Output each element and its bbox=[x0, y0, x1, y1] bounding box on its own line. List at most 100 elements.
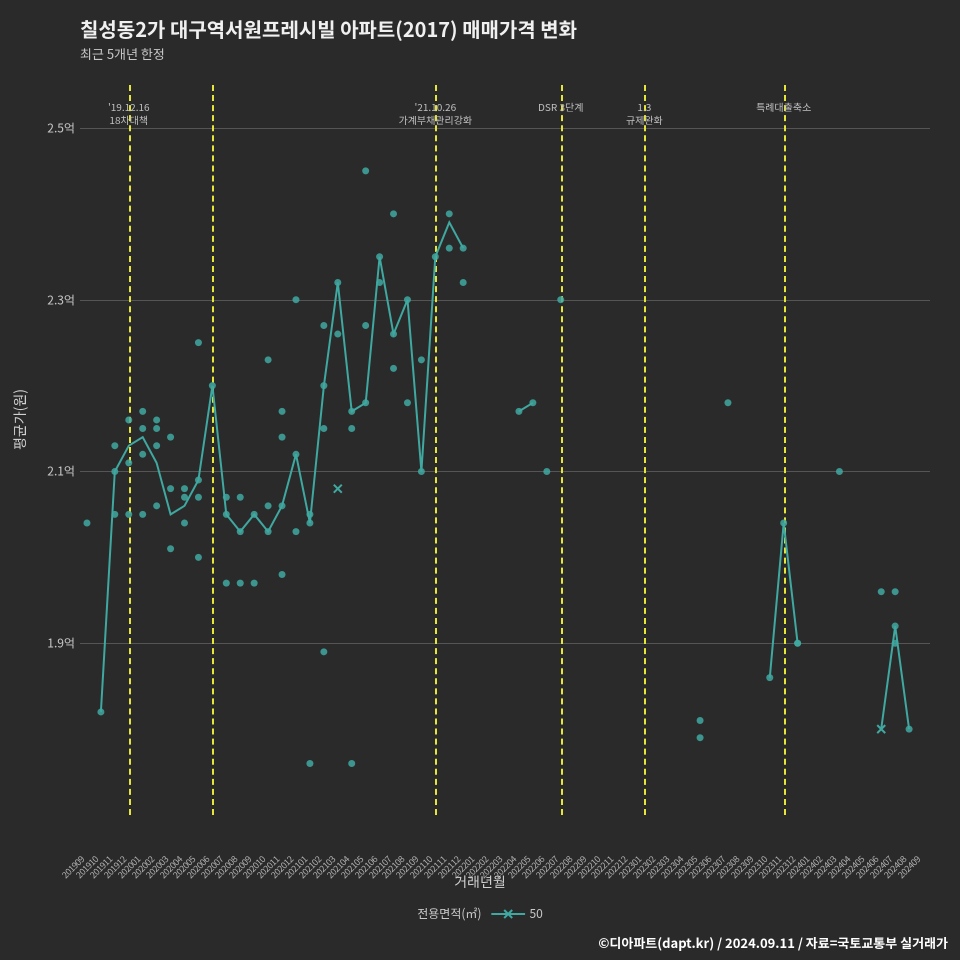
scatter-point bbox=[167, 545, 174, 552]
scatter-point bbox=[237, 494, 244, 501]
scatter-point bbox=[766, 674, 773, 681]
scatter-point bbox=[515, 408, 522, 415]
scatter-point bbox=[195, 494, 202, 501]
legend-title: 전용면적(㎡) bbox=[417, 905, 481, 922]
scatter-point bbox=[111, 468, 118, 475]
scatter-point bbox=[251, 580, 258, 587]
scatter-point bbox=[334, 279, 341, 286]
legend: 전용면적(㎡) 50 bbox=[417, 905, 543, 922]
scatter-point bbox=[279, 502, 286, 509]
scatter-point bbox=[892, 640, 899, 647]
scatter-point bbox=[153, 416, 160, 423]
scatter-point bbox=[543, 468, 550, 475]
scatter-point bbox=[529, 399, 536, 406]
scatter-point bbox=[404, 399, 411, 406]
scatter-point bbox=[362, 399, 369, 406]
scatter-point bbox=[167, 434, 174, 441]
scatter-point bbox=[794, 640, 801, 647]
scatter-point bbox=[390, 331, 397, 338]
scatter-point bbox=[111, 511, 118, 518]
scatter-point bbox=[167, 485, 174, 492]
y-tick-label: 2.1억 bbox=[47, 463, 75, 480]
scatter-point bbox=[697, 717, 704, 724]
y-tick-label: 1.9억 bbox=[47, 635, 75, 652]
scatter-point bbox=[83, 520, 90, 527]
scatter-point bbox=[153, 425, 160, 432]
y-tick-label: 2.3억 bbox=[47, 291, 75, 308]
scatter-point bbox=[836, 468, 843, 475]
scatter-point bbox=[390, 365, 397, 372]
legend-series-marker: 50 bbox=[491, 905, 542, 922]
scatter-point bbox=[181, 494, 188, 501]
scatter-point-x bbox=[334, 485, 342, 493]
scatter-point bbox=[125, 511, 132, 518]
scatter-point bbox=[181, 520, 188, 527]
scatter-point bbox=[460, 279, 467, 286]
scatter-point bbox=[362, 167, 369, 174]
scatter-point bbox=[125, 416, 132, 423]
scatter-point bbox=[292, 528, 299, 535]
scatter-point bbox=[404, 296, 411, 303]
scatter-point bbox=[265, 528, 272, 535]
scatter-point bbox=[320, 382, 327, 389]
scatter-point bbox=[265, 356, 272, 363]
scatter-point bbox=[125, 459, 132, 466]
scatter-point bbox=[348, 425, 355, 432]
scatter-point bbox=[223, 511, 230, 518]
scatter-point bbox=[181, 485, 188, 492]
scatter-point bbox=[279, 571, 286, 578]
scatter-point bbox=[279, 434, 286, 441]
scatter-point bbox=[306, 520, 313, 527]
scatter-point bbox=[320, 425, 327, 432]
chart-title: 칠성동2가 대구역서원프레시빌 아파트(2017) 매매가격 변화 bbox=[80, 14, 577, 43]
scatter-point bbox=[557, 296, 564, 303]
scatter-point bbox=[460, 245, 467, 252]
y-tick-label: 2.5억 bbox=[47, 119, 75, 136]
scatter-point bbox=[362, 322, 369, 329]
scatter-point bbox=[432, 253, 439, 260]
series-line bbox=[101, 222, 909, 729]
scatter-point bbox=[223, 494, 230, 501]
scatter-point bbox=[892, 588, 899, 595]
scatter-point bbox=[279, 408, 286, 415]
scatter-point bbox=[906, 726, 913, 733]
scatter-point bbox=[348, 408, 355, 415]
scatter-point bbox=[376, 253, 383, 260]
scatter-point bbox=[446, 245, 453, 252]
scatter-point bbox=[697, 734, 704, 741]
scatter-point bbox=[139, 425, 146, 432]
scatter-point bbox=[153, 442, 160, 449]
scatter-point bbox=[320, 322, 327, 329]
scatter-point bbox=[97, 708, 104, 715]
scatter-point bbox=[306, 511, 313, 518]
scatter-point bbox=[195, 554, 202, 561]
x-axis-label: 거래년월 bbox=[454, 872, 506, 892]
scatter-point bbox=[418, 468, 425, 475]
scatter-point bbox=[237, 528, 244, 535]
plot-svg bbox=[80, 85, 930, 815]
scatter-point bbox=[878, 588, 885, 595]
scatter-point bbox=[724, 399, 731, 406]
scatter-point bbox=[139, 408, 146, 415]
scatter-point bbox=[348, 760, 355, 767]
scatter-point bbox=[139, 451, 146, 458]
scatter-point bbox=[195, 339, 202, 346]
scatter-point bbox=[223, 580, 230, 587]
scatter-point bbox=[892, 623, 899, 630]
scatter-point bbox=[306, 760, 313, 767]
scatter-point bbox=[376, 279, 383, 286]
scatter-point bbox=[320, 648, 327, 655]
scatter-point bbox=[292, 451, 299, 458]
scatter-point bbox=[418, 356, 425, 363]
scatter-point bbox=[446, 210, 453, 217]
scatter-point bbox=[209, 382, 216, 389]
chart-subtitle: 최근 5개년 한정 bbox=[80, 44, 165, 63]
scatter-point bbox=[237, 580, 244, 587]
chart-container: 칠성동2가 대구역서원프레시빌 아파트(2017) 매매가격 변화 최근 5개년… bbox=[0, 0, 960, 960]
scatter-point bbox=[292, 296, 299, 303]
scatter-point bbox=[153, 502, 160, 509]
scatter-point bbox=[139, 511, 146, 518]
scatter-point bbox=[265, 502, 272, 509]
y-axis-label: 평균가(원) bbox=[10, 389, 30, 450]
scatter-point bbox=[780, 520, 787, 527]
